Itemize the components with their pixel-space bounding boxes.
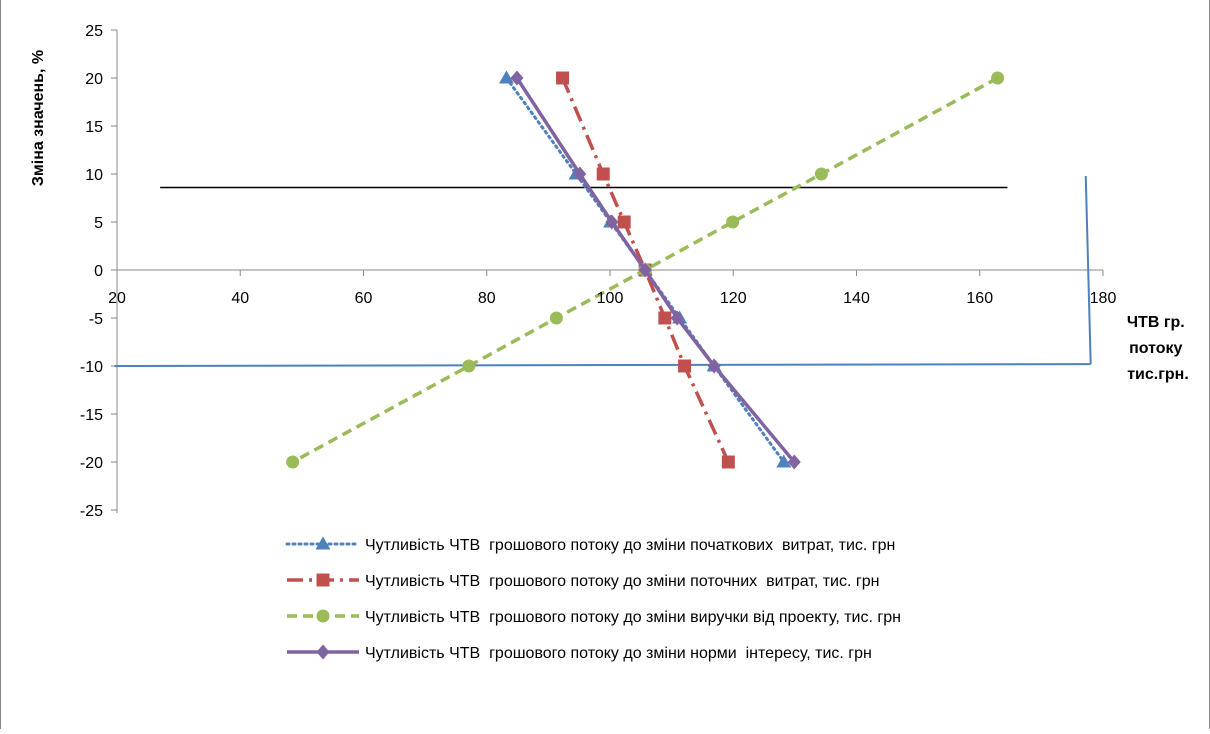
x-tick-label: 80 <box>478 290 496 307</box>
series-4-point <box>605 214 619 230</box>
x-tick-label: 180 <box>1090 290 1117 307</box>
x-axis-title-line-2: потоку <box>1129 340 1182 357</box>
series-1-point <box>776 454 792 468</box>
annotation-lines <box>114 175 1092 367</box>
y-tick-label: 5 <box>94 215 103 232</box>
legend-item-1: Чутливість ЧТВ грошового потоку до зміни… <box>285 536 895 554</box>
x-tick-label: 40 <box>231 290 249 307</box>
series-2-point <box>678 359 692 373</box>
y-axis-title: Зміна значень, % <box>30 50 47 186</box>
x-axis-title-line-3: тис.грн. <box>1127 366 1189 383</box>
series-3-point <box>286 455 300 469</box>
series-3-point <box>726 215 740 229</box>
y-tick-label: 0 <box>94 263 103 280</box>
series-3-point <box>991 71 1005 85</box>
legend-item-4: Чутливість ЧТВ грошового потоку до зміни… <box>287 644 872 662</box>
series-2-point <box>658 311 672 325</box>
series-3-point <box>549 311 563 325</box>
legend-swatch-marker <box>315 536 331 550</box>
axis-labels: 25 20 15 10 5 0 -5 -10 -15 -20 -25 20 40 60 80 100 120 14… <box>80 23 1117 520</box>
series-4-diamond <box>510 70 801 470</box>
x-tick-label: 100 <box>597 290 624 307</box>
series-4-point <box>573 166 587 182</box>
legend-swatch-marker <box>316 573 330 587</box>
y-tick-label: -15 <box>80 407 103 424</box>
legend-label: Чутливість ЧТВ грошового потоку до зміни… <box>365 609 901 626</box>
series-2-point <box>556 71 570 85</box>
series-layer <box>286 70 1005 470</box>
x-tick-label: 160 <box>966 290 993 307</box>
y-tick-label: 15 <box>85 119 103 136</box>
y-tick-label: -25 <box>80 503 103 520</box>
legend-label: Чутливість ЧТВ грошового потоку до зміни… <box>365 645 872 662</box>
series-2-point <box>617 215 631 229</box>
legend-swatch-marker <box>316 644 330 660</box>
y-tick-label: -20 <box>80 455 103 472</box>
series-4-point <box>707 358 721 374</box>
series-2-point <box>596 167 610 181</box>
x-axis-title-line-1: ЧТВ гр. <box>1127 314 1185 331</box>
legend-label: Чутливість ЧТВ грошового потоку до зміни… <box>365 573 879 590</box>
legend-label: Чутливість ЧТВ грошового потоку до зміни… <box>365 537 895 554</box>
legend-item-2: Чутливість ЧТВ грошового потоку до зміни… <box>287 573 879 590</box>
y-tick-label: -10 <box>80 359 103 376</box>
x-tick-label: 60 <box>355 290 373 307</box>
series-4-point <box>638 262 652 278</box>
y-tick-label: 20 <box>85 71 103 88</box>
series-4-point <box>510 70 524 86</box>
y-tick-label: -5 <box>89 311 103 328</box>
x-tick-label: 20 <box>108 290 126 307</box>
legend-item-3: Чутливість ЧТВ грошового потоку до зміни… <box>287 609 901 626</box>
axes <box>111 29 1104 513</box>
series-2-point <box>721 455 735 469</box>
annotation-line-3 <box>1084 175 1092 365</box>
series-1-point <box>498 70 514 84</box>
x-tick-label: 120 <box>720 290 747 307</box>
x-axis-title: ЧТВ гр. потоку тис.грн. <box>1127 314 1189 383</box>
series-4-point <box>787 454 801 470</box>
y-tick-label: 10 <box>85 167 103 184</box>
series-3-point <box>462 359 476 373</box>
series-3-point <box>814 167 828 181</box>
legend: Чутливість ЧТВ грошового потоку до зміни… <box>285 536 901 662</box>
legend-swatch-marker <box>316 609 330 623</box>
y-tick-label: 25 <box>85 23 103 40</box>
series-4-point <box>670 310 684 326</box>
annotation-line-2 <box>114 363 1091 367</box>
x-tick-label: 140 <box>843 290 870 307</box>
